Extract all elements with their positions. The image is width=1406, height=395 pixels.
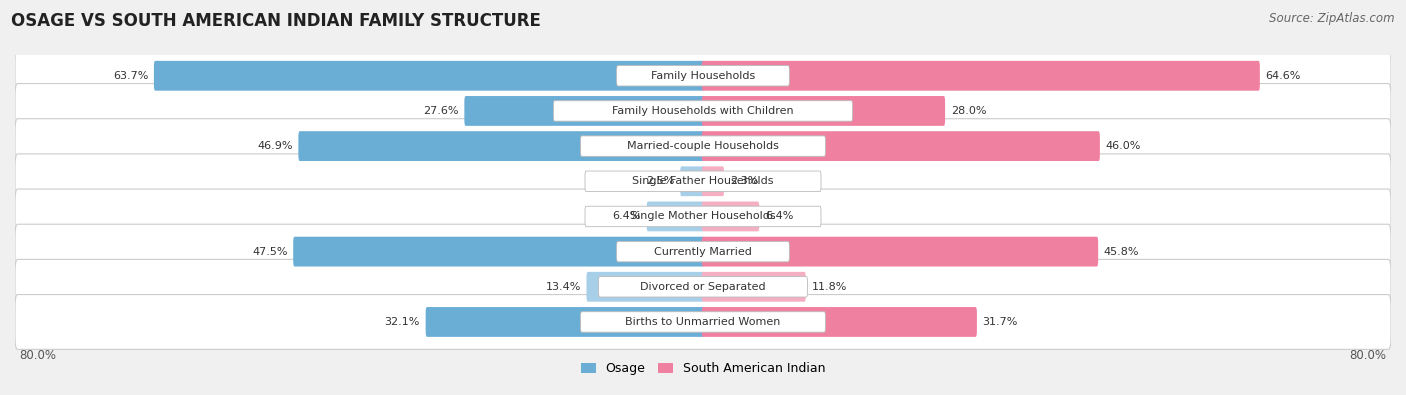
Text: Births to Unmarried Women: Births to Unmarried Women: [626, 317, 780, 327]
Text: OSAGE VS SOUTH AMERICAN INDIAN FAMILY STRUCTURE: OSAGE VS SOUTH AMERICAN INDIAN FAMILY ST…: [11, 12, 541, 30]
Text: 63.7%: 63.7%: [112, 71, 148, 81]
FancyBboxPatch shape: [426, 307, 704, 337]
FancyBboxPatch shape: [581, 136, 825, 156]
FancyBboxPatch shape: [702, 96, 945, 126]
Text: 2.3%: 2.3%: [730, 176, 758, 186]
FancyBboxPatch shape: [15, 295, 1391, 349]
FancyBboxPatch shape: [15, 260, 1391, 314]
Text: 6.4%: 6.4%: [765, 211, 793, 222]
Text: 2.5%: 2.5%: [647, 176, 675, 186]
Legend: Osage, South American Indian: Osage, South American Indian: [575, 357, 831, 380]
FancyBboxPatch shape: [294, 237, 704, 267]
Text: Source: ZipAtlas.com: Source: ZipAtlas.com: [1270, 12, 1395, 25]
FancyBboxPatch shape: [554, 101, 852, 121]
Text: 11.8%: 11.8%: [811, 282, 846, 292]
Text: 46.9%: 46.9%: [257, 141, 292, 151]
Text: 46.0%: 46.0%: [1105, 141, 1140, 151]
Text: 47.5%: 47.5%: [252, 246, 288, 257]
Text: 45.8%: 45.8%: [1104, 246, 1139, 257]
Text: Single Mother Households: Single Mother Households: [630, 211, 776, 222]
Text: Married-couple Households: Married-couple Households: [627, 141, 779, 151]
Text: 28.0%: 28.0%: [950, 106, 986, 116]
FancyBboxPatch shape: [702, 201, 759, 231]
FancyBboxPatch shape: [15, 119, 1391, 173]
FancyBboxPatch shape: [681, 166, 704, 196]
FancyBboxPatch shape: [298, 131, 704, 161]
Text: 6.4%: 6.4%: [613, 211, 641, 222]
FancyBboxPatch shape: [581, 312, 825, 332]
Text: Divorced or Separated: Divorced or Separated: [640, 282, 766, 292]
FancyBboxPatch shape: [15, 189, 1391, 244]
Text: 64.6%: 64.6%: [1265, 71, 1301, 81]
FancyBboxPatch shape: [647, 201, 704, 231]
FancyBboxPatch shape: [585, 206, 821, 227]
Text: Family Households: Family Households: [651, 71, 755, 81]
FancyBboxPatch shape: [617, 241, 789, 262]
FancyBboxPatch shape: [153, 61, 704, 91]
FancyBboxPatch shape: [702, 166, 724, 196]
Text: 80.0%: 80.0%: [20, 348, 56, 361]
FancyBboxPatch shape: [617, 66, 789, 86]
FancyBboxPatch shape: [15, 83, 1391, 138]
Text: 32.1%: 32.1%: [385, 317, 420, 327]
Text: 27.6%: 27.6%: [423, 106, 458, 116]
Text: 13.4%: 13.4%: [546, 282, 581, 292]
Text: Single Father Households: Single Father Households: [633, 176, 773, 186]
FancyBboxPatch shape: [15, 224, 1391, 279]
FancyBboxPatch shape: [702, 237, 1098, 267]
FancyBboxPatch shape: [585, 171, 821, 192]
FancyBboxPatch shape: [464, 96, 704, 126]
Text: Currently Married: Currently Married: [654, 246, 752, 257]
Text: 80.0%: 80.0%: [1350, 348, 1386, 361]
FancyBboxPatch shape: [599, 276, 807, 297]
FancyBboxPatch shape: [15, 154, 1391, 209]
FancyBboxPatch shape: [702, 131, 1099, 161]
FancyBboxPatch shape: [702, 272, 806, 302]
Text: 31.7%: 31.7%: [983, 317, 1018, 327]
FancyBboxPatch shape: [702, 307, 977, 337]
Text: Family Households with Children: Family Households with Children: [612, 106, 794, 116]
FancyBboxPatch shape: [586, 272, 704, 302]
FancyBboxPatch shape: [702, 61, 1260, 91]
FancyBboxPatch shape: [15, 48, 1391, 103]
